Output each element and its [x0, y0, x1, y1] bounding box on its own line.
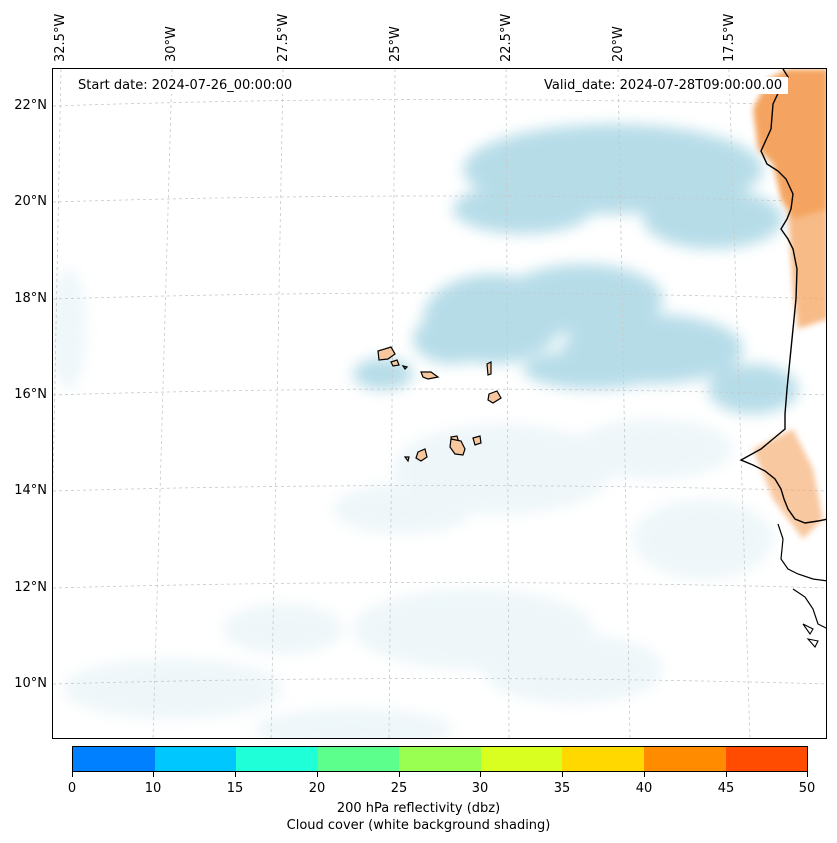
colorbar-tick-label: 20 [308, 781, 326, 796]
cloud-cover-main [353, 124, 798, 414]
island-santo-antao [377, 346, 396, 361]
lon-label-32-5w: 32.5°W [53, 13, 68, 62]
colorbar-title: 200 hPa reflectivity (dbz) [336, 801, 501, 816]
colorbar-subtitle: Cloud cover (white background shading) [286, 818, 551, 833]
valid-date-label: Valid_date: 2024-07-28T09:00:00.00 [538, 77, 789, 94]
colorbar-tick [807, 772, 808, 777]
cloud-cover-faint [53, 269, 773, 738]
lon-label-25w: 25°W [388, 26, 403, 62]
island-santa-luzia [401, 365, 409, 370]
colorbar-tick [562, 772, 563, 777]
lon-label-22-5w: 22.5°W [499, 13, 514, 62]
colorbar-tick-label: 30 [471, 781, 489, 796]
island-boa-vista [487, 390, 502, 404]
lon-label-17-5w: 17.5°W [722, 13, 737, 62]
island-santiago [449, 438, 466, 456]
colorbar-segment-1 [154, 747, 237, 771]
island-sal [486, 361, 492, 376]
africa-coastline [739, 69, 826, 524]
colorbar-segment-8 [725, 747, 808, 771]
lat-label-18n: 18°N [14, 291, 47, 306]
coast-guinea-bissau [792, 588, 826, 629]
colorbar-tick-label: 15 [226, 781, 244, 796]
colorbar-segment-5 [480, 747, 563, 771]
cape-verde-islands [377, 346, 502, 463]
colorbar-tick-label: 0 [67, 781, 77, 796]
colorbar-tick-label: 10 [144, 781, 162, 796]
island-fogo [415, 448, 428, 462]
island-santiago-small [472, 435, 482, 446]
lat-label-16n: 16°N [14, 387, 47, 402]
lon-label-30w: 30°W [164, 26, 179, 62]
island-sao-vicente [390, 359, 400, 367]
colorbar-segment-2 [236, 747, 318, 771]
colorbar-tick [235, 772, 236, 777]
colorbar-tick-label: 25 [390, 781, 408, 796]
colorbar-segment-6 [562, 747, 644, 771]
colorbar-tick-label: 50 [798, 781, 816, 796]
lat-label-20n: 20°N [14, 194, 47, 209]
coast-gambia [777, 523, 826, 582]
start-date-label: Start date: 2024-07-26_00:00:00 [72, 77, 299, 94]
island-brava [403, 456, 410, 463]
colorbar-segment-3 [317, 747, 400, 771]
colorbar-tick [72, 772, 73, 777]
colorbar-tick-label: 40 [635, 781, 653, 796]
map-panel[interactable]: Start date: 2024-07-26_00:00:00 Valid_da… [52, 68, 827, 739]
colorbar-segment-0 [73, 747, 155, 771]
colorbar-tick [399, 772, 400, 777]
colorbar-tick [317, 772, 318, 777]
colorbar [72, 746, 808, 772]
lon-label-27-5w: 27.5°W [276, 13, 291, 62]
map-canvas [53, 69, 826, 738]
lat-label-12n: 12°N [14, 580, 47, 595]
lat-label-10n: 10°N [14, 676, 47, 691]
colorbar-tick-label: 45 [717, 781, 735, 796]
lat-label-22n: 22°N [14, 98, 47, 113]
colorbar-tick [480, 772, 481, 777]
colorbar-segment-7 [643, 747, 726, 771]
colorbar-tick-label: 35 [553, 781, 571, 796]
colorbar-segment-4 [399, 747, 481, 771]
lat-label-14n: 14°N [14, 483, 47, 498]
lon-label-20w: 20°W [611, 26, 626, 62]
colorbar-tick [153, 772, 154, 777]
land-shading [753, 69, 826, 539]
colorbar-tick [644, 772, 645, 777]
coast-bijagos [802, 623, 819, 648]
graticule [53, 69, 826, 738]
island-sao-nicolau [420, 371, 440, 380]
colorbar-tick [726, 772, 727, 777]
